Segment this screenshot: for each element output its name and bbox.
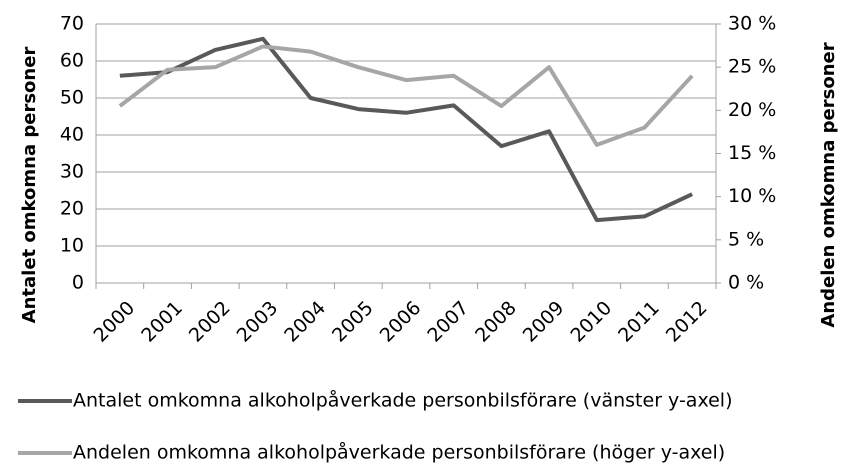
x-tick-label: 2011 bbox=[614, 297, 664, 347]
y-tick-label: 60 bbox=[60, 50, 84, 72]
x-tick-label: 2005 bbox=[328, 297, 378, 347]
y-tick-label: 0 bbox=[72, 272, 84, 294]
x-tick-label: 2008 bbox=[471, 297, 521, 347]
y-tick-label: 40 bbox=[60, 124, 84, 146]
y-tick-label: 20 bbox=[60, 198, 84, 220]
x-tick-label: 2002 bbox=[185, 297, 235, 347]
y2-tick-label: 30 % bbox=[728, 13, 776, 35]
y2-tick-label: 15 % bbox=[728, 142, 776, 164]
y2-tick-label: 0 % bbox=[728, 272, 764, 294]
y2-axis-label: Andelen omkomna personer bbox=[818, 42, 839, 327]
y2-tick-label: 10 % bbox=[728, 185, 776, 207]
x-tick-label: 2009 bbox=[519, 297, 569, 347]
series-line bbox=[118, 44, 694, 147]
y-tick-label: 10 bbox=[60, 235, 84, 257]
x-tick-label: 2012 bbox=[662, 297, 712, 347]
x-tick-label: 2003 bbox=[233, 297, 283, 347]
y-tick-label: 50 bbox=[60, 87, 84, 109]
x-tick-label: 2000 bbox=[90, 297, 140, 347]
y-tick-label: 30 bbox=[60, 161, 84, 183]
legend-label: Andelen omkomna alkoholpåverkade personb… bbox=[73, 441, 725, 464]
x-tick-label: 2007 bbox=[423, 297, 473, 347]
series-line bbox=[119, 36, 693, 223]
y2-tick-label: 5 % bbox=[728, 228, 764, 250]
y-tick-label: 70 bbox=[60, 13, 84, 35]
x-tick-label: 2001 bbox=[137, 297, 187, 347]
x-tick-label: 2006 bbox=[376, 297, 426, 347]
y-axis-label: Antalet omkomna personer bbox=[19, 47, 40, 324]
x-tick-label: 2010 bbox=[566, 297, 616, 347]
y2-tick-label: 25 % bbox=[728, 56, 776, 78]
legend-label: Antalet omkomna alkoholpåverkade personb… bbox=[73, 389, 733, 412]
x-tick-label: 2004 bbox=[280, 297, 330, 347]
y2-tick-label: 20 % bbox=[728, 99, 776, 121]
